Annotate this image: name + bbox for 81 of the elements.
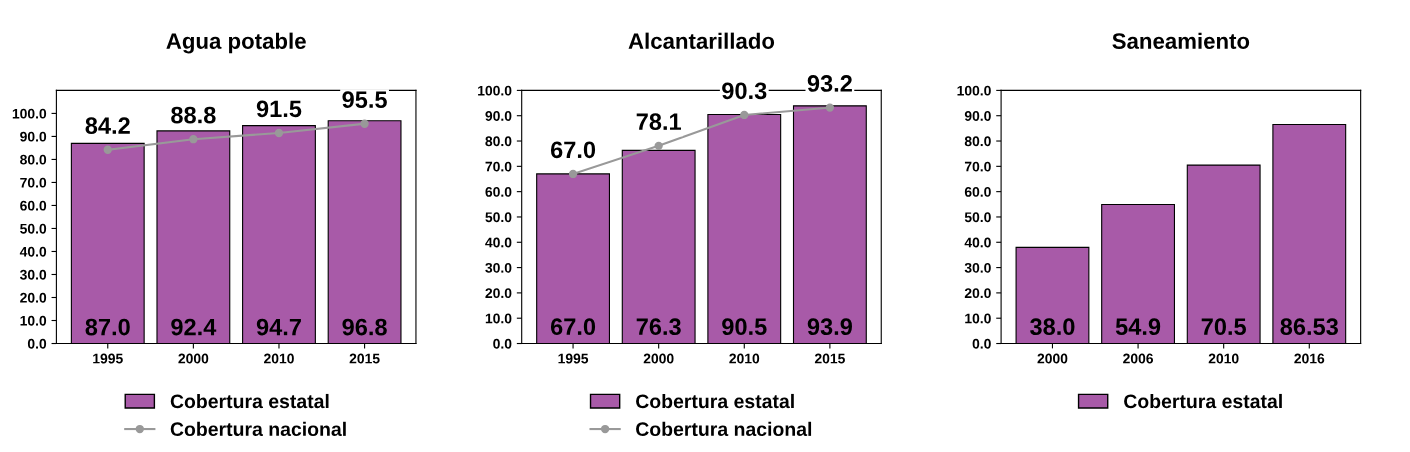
x-tick-label: 1995	[558, 353, 589, 364]
y-tick-label: 70.0	[485, 161, 512, 172]
y-tick-label: 70.0	[964, 161, 991, 172]
data-label: 88.8	[171, 106, 216, 124]
data-label: 94.7	[256, 318, 301, 336]
data-label: 78.1	[636, 113, 681, 131]
y-tick-label: 80.0	[20, 154, 47, 165]
data-label: 93.9	[807, 318, 852, 336]
chart-title: Saneamiento	[1112, 32, 1250, 49]
data-label: 91.5	[256, 100, 302, 118]
y-tick-label: 50.0	[964, 212, 991, 223]
legend-label: Cobertura nacional	[170, 421, 346, 437]
data-label: 87.0	[85, 318, 130, 336]
y-tick-label: 80.0	[964, 136, 991, 147]
x-tick-label: 2000	[643, 353, 674, 364]
data-label: 90.3	[722, 82, 767, 100]
data-label: 67.0	[550, 141, 596, 159]
y-tick-label: 100.0	[478, 85, 512, 96]
y-tick-label: 20.0	[20, 292, 47, 303]
y-tick-label: 30.0	[19, 269, 47, 280]
legend-label: Cobertura estatal	[636, 393, 794, 409]
x-tick-label: 2016	[1294, 353, 1325, 364]
data-label: 92.4	[171, 318, 217, 336]
data-label: 95.5	[342, 91, 387, 108]
chart-title: Alcantarillado	[628, 32, 775, 49]
y-tick-label: 30.0	[485, 262, 512, 273]
x-tick-label: 2015	[814, 353, 845, 364]
y-tick-label: 100.0	[12, 108, 47, 119]
data-label: 90.5	[722, 318, 767, 336]
x-tick-label: 1995	[93, 353, 123, 364]
y-tick-label: 20.0	[485, 288, 512, 299]
y-tick-label: 40.0	[485, 237, 512, 248]
y-tick-label: 40.0	[964, 237, 991, 248]
point	[825, 103, 835, 112]
legend-label: Cobertura estatal	[170, 393, 329, 409]
chart-title: Agua potable	[166, 32, 306, 54]
y-tick-label: 30.0	[964, 262, 991, 273]
data-label: 76.3	[636, 318, 681, 336]
legend-label: Cobertura nacional	[636, 421, 812, 437]
x-tick-label: 2010	[264, 353, 294, 364]
point	[740, 110, 749, 120]
data-label: 38.0	[1030, 318, 1075, 336]
legend-label: Cobertura estatal	[1124, 393, 1282, 409]
y-tick-label: 80.0	[485, 136, 512, 147]
point	[103, 145, 112, 154]
y-tick-label: 10.0	[485, 313, 512, 324]
x-tick-label: 2000	[1037, 353, 1068, 364]
y-tick-label: 50.0	[20, 223, 47, 234]
y-tick-label: 0.0	[972, 338, 991, 349]
data-label: 54.9	[1115, 318, 1161, 336]
y-tick-label: 0.0	[27, 338, 47, 349]
y-tick-label: 70.0	[20, 177, 47, 188]
x-tick-label: 2015	[349, 353, 380, 364]
y-tick-label: 90.0	[964, 111, 991, 121]
x-tick-label: 2010	[729, 353, 760, 364]
data-label: 84.2	[85, 117, 130, 134]
y-tick-label: 50.0	[485, 212, 512, 223]
y-tick-label: 0.0	[493, 338, 512, 349]
y-tick-label: 60.0	[964, 186, 991, 197]
y-tick-label: 60.0	[20, 200, 47, 211]
point	[360, 119, 369, 128]
y-tick-label: 10.0	[965, 313, 991, 324]
x-tick-label: 2000	[178, 353, 209, 364]
point	[274, 128, 284, 138]
y-tick-label: 40.0	[19, 246, 47, 257]
data-label: 86.53	[1280, 318, 1338, 336]
y-tick-label: 90.0	[20, 131, 47, 142]
y-tick-label: 90.0	[485, 111, 512, 121]
y-tick-label: 100.0	[957, 85, 991, 96]
point	[654, 141, 663, 151]
y-tick-label: 10.0	[20, 315, 47, 326]
data-label: 96.8	[342, 318, 387, 336]
y-tick-label: 60.0	[485, 186, 512, 197]
data-label: 70.5	[1201, 318, 1246, 336]
y-tick-label: 20.0	[964, 288, 991, 299]
data-label: 93.2	[807, 75, 852, 92]
data-label: 67.0	[550, 318, 596, 336]
x-tick-label: 2010	[1208, 353, 1239, 364]
point	[189, 135, 198, 144]
point	[568, 169, 578, 179]
x-tick-label: 2006	[1123, 353, 1154, 364]
